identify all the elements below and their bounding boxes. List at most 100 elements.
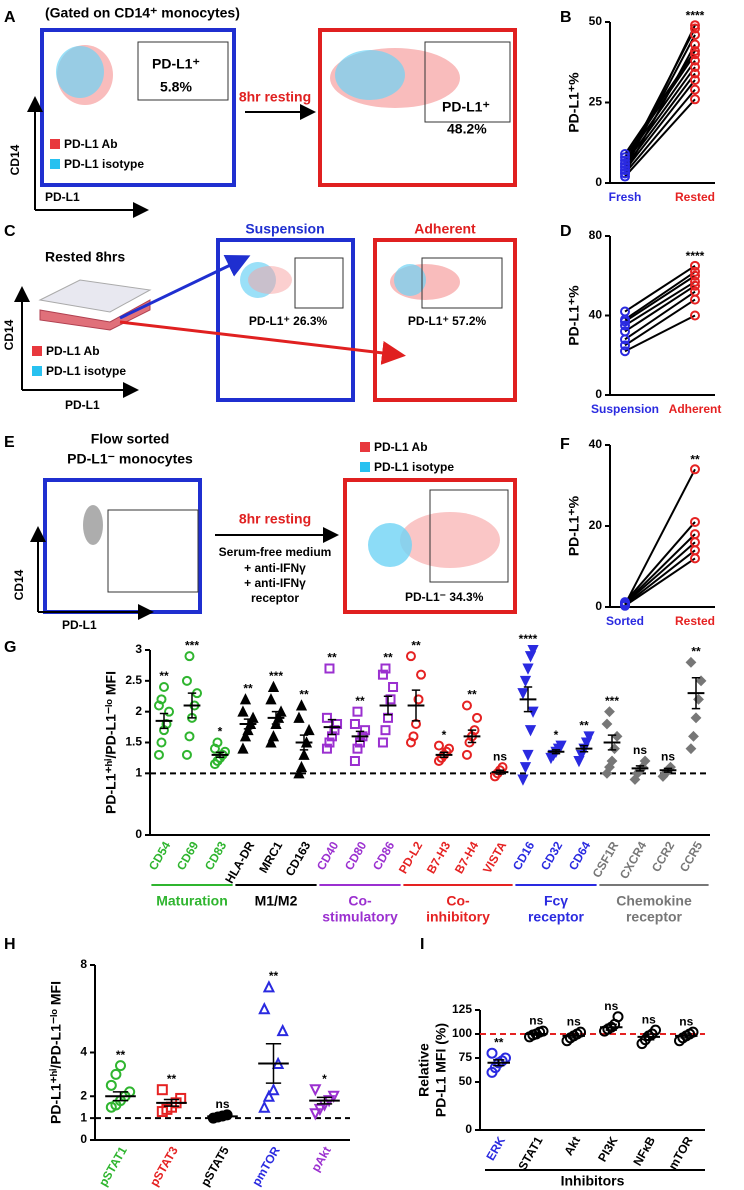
annotation: ** (690, 452, 700, 466)
point (611, 730, 623, 742)
plot-frame (318, 28, 517, 187)
point (461, 700, 472, 711)
panel-letter: D (560, 223, 572, 240)
y-tick-label: 1.5 (125, 735, 142, 749)
point (221, 1109, 233, 1121)
point (110, 1068, 122, 1080)
error-bar (551, 749, 561, 755)
annotation: ** (411, 638, 421, 652)
x-tick-label: CCR5 (677, 839, 706, 875)
point (349, 756, 360, 766)
point (620, 171, 630, 182)
legend-swatch (360, 462, 370, 472)
error-bar (265, 1043, 282, 1084)
y-tick-label: 2.5 (125, 673, 142, 687)
point (620, 306, 630, 317)
error-bar (187, 692, 197, 719)
error-bar (439, 751, 449, 759)
annotation: ** (116, 1048, 126, 1062)
axis-label: CD14 (12, 569, 26, 600)
point (324, 737, 335, 748)
point (604, 706, 615, 718)
error-bar (383, 695, 393, 716)
box-title: Adherent (414, 221, 476, 237)
point (690, 49, 700, 60)
annotation: *** (269, 669, 283, 683)
plot-frame (216, 238, 355, 402)
pair-line (624, 284, 696, 333)
y-tick-label: 4 (80, 1045, 87, 1059)
panel-letter: B (560, 9, 572, 26)
point (690, 310, 700, 321)
annotation: ** (355, 694, 365, 708)
point (295, 760, 308, 773)
point (620, 346, 630, 357)
error-bar (691, 677, 701, 710)
y-tick-label: 50 (459, 1074, 473, 1088)
point (620, 158, 630, 169)
point (620, 340, 630, 351)
heading: PD-L1⁻ monocytes (67, 451, 193, 467)
point (620, 326, 630, 337)
point (321, 743, 332, 754)
arrow-label: 8hr resting (239, 89, 311, 105)
x-tick-label: CD64 (566, 839, 594, 873)
legend-label: PD-L1 Ab (374, 440, 428, 454)
y-axis-label: PD-L1⁺% (566, 495, 582, 556)
heading: Flow sorted (91, 431, 170, 447)
point (620, 152, 630, 163)
point (416, 669, 427, 680)
arrow (119, 320, 406, 365)
point (690, 74, 700, 85)
annotation: ns (493, 749, 507, 763)
population (56, 46, 104, 98)
point (321, 712, 332, 723)
y-tick-label: 80 (589, 228, 603, 242)
point (685, 743, 697, 755)
point (690, 529, 700, 540)
point (349, 719, 360, 729)
error-bar (299, 734, 309, 751)
point (461, 749, 472, 760)
point (309, 1108, 322, 1121)
point (690, 712, 702, 724)
error-bar (663, 767, 673, 773)
x-tick-label: CD86 (370, 839, 398, 873)
error-bar (643, 1033, 655, 1041)
pair-line (624, 468, 696, 606)
point (267, 730, 280, 742)
legend-label: PD-L1 isotype (64, 157, 144, 171)
x-tick-label: STAT1 (515, 1134, 545, 1173)
group-label: Fcγ (544, 893, 568, 909)
annotation: ** (327, 651, 337, 665)
y-tick-label: 0 (595, 175, 602, 189)
x-tick-label: Suspension (591, 402, 659, 416)
gate-label: 5.8% (160, 79, 192, 95)
annotation: ** (243, 682, 253, 696)
y-axis-label: Relative (416, 1043, 432, 1097)
x-tick-label: Fresh (609, 190, 642, 204)
point (295, 699, 308, 711)
point (388, 682, 399, 692)
x-tick-label: pSTAT3 (147, 1144, 181, 1189)
pair-line (624, 541, 696, 605)
y-tick-label: 25 (589, 95, 603, 109)
error-bar (607, 734, 617, 751)
point (352, 743, 363, 754)
y-tick-label: 50 (589, 14, 603, 28)
panel-c: Rested 8hrs Suspension PD-L1⁺ 26.3% Adhe… (2, 221, 517, 412)
point (298, 748, 310, 760)
point (695, 675, 707, 687)
pair-line (624, 290, 696, 341)
annotation: * (442, 728, 447, 742)
legend-label: PD-L1 isotype (46, 364, 126, 378)
point (303, 723, 315, 736)
x-tick-label: CD69 (174, 839, 202, 873)
point (265, 693, 277, 705)
point (380, 725, 391, 736)
point (517, 774, 529, 786)
legend-swatch (50, 159, 60, 169)
y-tick-label: 40 (589, 308, 603, 322)
error-bar (327, 718, 337, 736)
point (184, 731, 195, 742)
